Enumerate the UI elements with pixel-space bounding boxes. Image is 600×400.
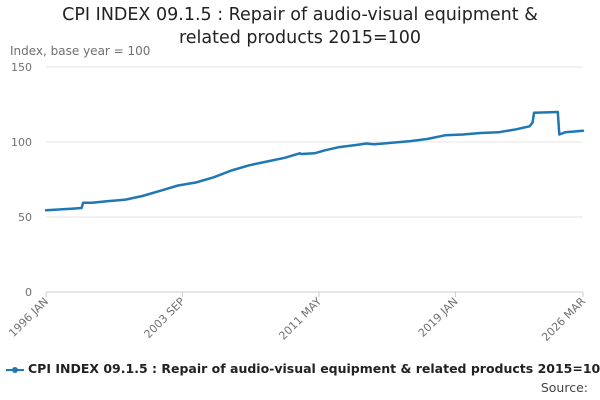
- y-tick-label: 100: [11, 136, 32, 149]
- chart-title-line-1: CPI INDEX 09.1.5 : Repair of audio-visua…: [62, 5, 538, 25]
- x-tick-label: 2003 SEP: [142, 295, 188, 341]
- y-tick-label: 0: [25, 286, 32, 299]
- legend-line-marker-icon: [6, 365, 24, 375]
- gridlines: [46, 66, 583, 218]
- y-axis-label: Index, base year = 100: [10, 44, 151, 58]
- legend[interactable]: CPI INDEX 09.1.5 : Repair of audio-visua…: [6, 361, 600, 376]
- x-tick-label: 2011 MAY: [276, 295, 324, 343]
- x-tick-label: 1996 JAN: [6, 295, 51, 340]
- chart-title: CPI INDEX 09.1.5 : Repair of audio-visua…: [0, 4, 600, 50]
- chart-title-line-2: related products 2015=100: [178, 28, 422, 48]
- source-label: Source:: [540, 380, 588, 395]
- x-axis-ticks: 1996 JAN 2003 SEP 2011 MAY 2019 JAN 2026 MAR: [6, 292, 588, 344]
- x-tick-label: 2026 MAR: [539, 295, 588, 344]
- series-line: [44, 110, 585, 212]
- y-axis-ticks: 0 50 100 150: [11, 61, 32, 299]
- legend-series-label: CPI INDEX 09.1.5 : Repair of audio-visua…: [28, 361, 600, 376]
- y-tick-label: 150: [11, 61, 32, 74]
- data-series: [44, 110, 585, 212]
- x-tick-label: 2019 JAN: [416, 295, 461, 340]
- y-tick-label: 50: [18, 211, 32, 224]
